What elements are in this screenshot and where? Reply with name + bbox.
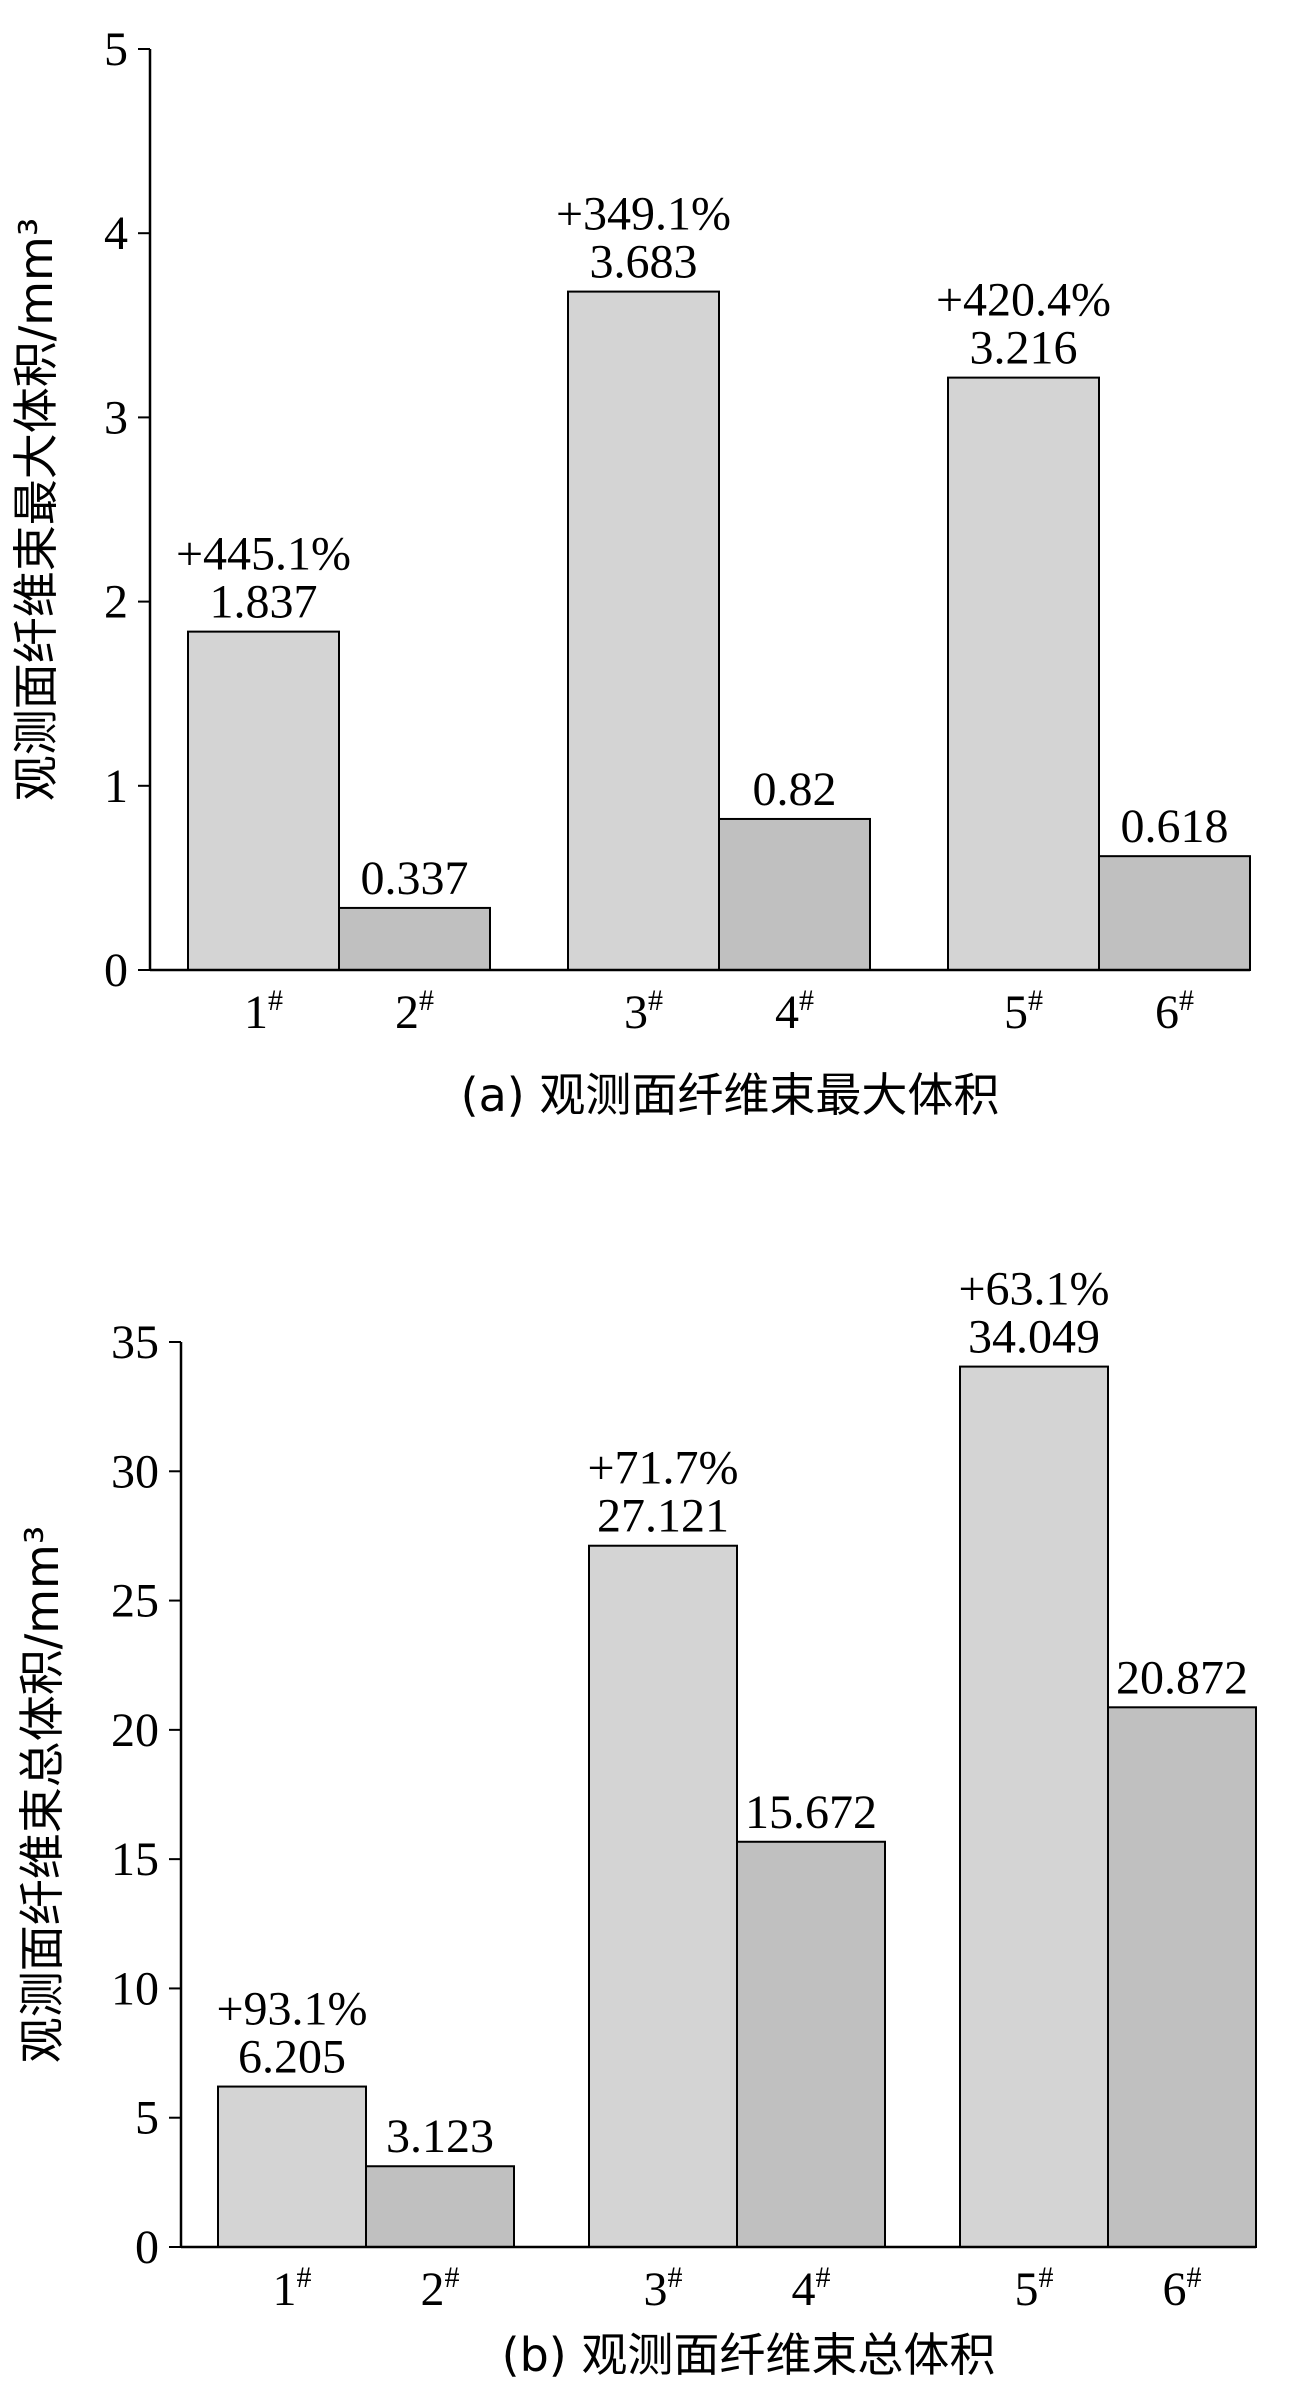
- y-tick-label: 10: [111, 1962, 159, 2015]
- y-tick-label: 30: [111, 1445, 159, 1498]
- value-label: 1.837: [210, 576, 318, 629]
- bar: [365, 2165, 515, 2248]
- value-label: 0.337: [361, 852, 469, 905]
- x-tick-label: 6#: [1155, 984, 1194, 1039]
- caption: (b) 观测面纤维束总体积: [502, 2328, 996, 2382]
- caption: (a) 观测面纤维束最大体积: [461, 1068, 1000, 1122]
- y-tick-label: 3: [104, 391, 128, 444]
- value-label: 0.82: [753, 763, 837, 816]
- bar: [947, 376, 1100, 971]
- bar: [1098, 855, 1251, 972]
- bar: [718, 817, 871, 971]
- value-label: 20.872: [1116, 1651, 1248, 1704]
- bar: [1107, 1706, 1257, 2248]
- y-tick-label: 0: [104, 944, 128, 997]
- value-label: 34.049: [968, 1311, 1100, 1364]
- bar: [588, 1544, 738, 2248]
- x-tick-label: 4#: [792, 2261, 831, 2316]
- y-tick-label: 1: [104, 760, 128, 813]
- bar: [338, 906, 491, 972]
- value-label: 15.672: [745, 1786, 877, 1839]
- x-tick-label: 4#: [775, 984, 814, 1039]
- y-axis-label: 观测面纤维束总体积/mm³: [15, 1526, 69, 2064]
- bar: [187, 630, 340, 971]
- x-tick-label: 1#: [273, 2261, 312, 2316]
- x-tick-label: 3#: [624, 984, 663, 1039]
- y-tick-label: 35: [111, 1316, 159, 1369]
- value-label: 3.216: [970, 322, 1078, 375]
- value-label: 3.123: [386, 2110, 494, 2163]
- value-label: 3.683: [590, 236, 698, 289]
- x-tick-label: 5#: [1004, 984, 1043, 1039]
- y-tick-label: 20: [111, 1704, 159, 1757]
- increase-label: +349.1%: [556, 188, 731, 241]
- bar: [959, 1365, 1109, 2248]
- value-label: 6.205: [238, 2031, 346, 2084]
- y-tick-label: 5: [135, 2092, 159, 2145]
- x-tick-label: 2#: [421, 2261, 460, 2316]
- increase-label: +93.1%: [216, 1983, 367, 2036]
- y-axis-label: 观测面纤维束最大体积/mm³: [9, 218, 63, 802]
- y-tick-label: 2: [104, 576, 128, 629]
- x-tick-label: 2#: [395, 984, 434, 1039]
- x-tick-label: 6#: [1163, 2261, 1202, 2316]
- increase-label: +420.4%: [936, 274, 1111, 327]
- increase-label: +63.1%: [958, 1263, 1109, 1316]
- y-tick-label: 4: [104, 207, 128, 260]
- increase-label: +71.7%: [587, 1442, 738, 1495]
- y-tick-label: 15: [111, 1833, 159, 1886]
- value-label: 27.121: [597, 1490, 729, 1543]
- y-tick-label: 0: [135, 2221, 159, 2274]
- x-tick-label: 5#: [1015, 2261, 1054, 2316]
- bar: [217, 2085, 367, 2248]
- increase-label: +445.1%: [176, 528, 351, 581]
- value-label: 0.618: [1121, 800, 1229, 853]
- y-tick-label: 25: [111, 1575, 159, 1628]
- bar: [736, 1840, 886, 2248]
- x-tick-label: 1#: [244, 984, 283, 1039]
- x-tick-label: 3#: [644, 2261, 683, 2316]
- bar: [567, 290, 720, 972]
- y-tick-label: 5: [104, 23, 128, 76]
